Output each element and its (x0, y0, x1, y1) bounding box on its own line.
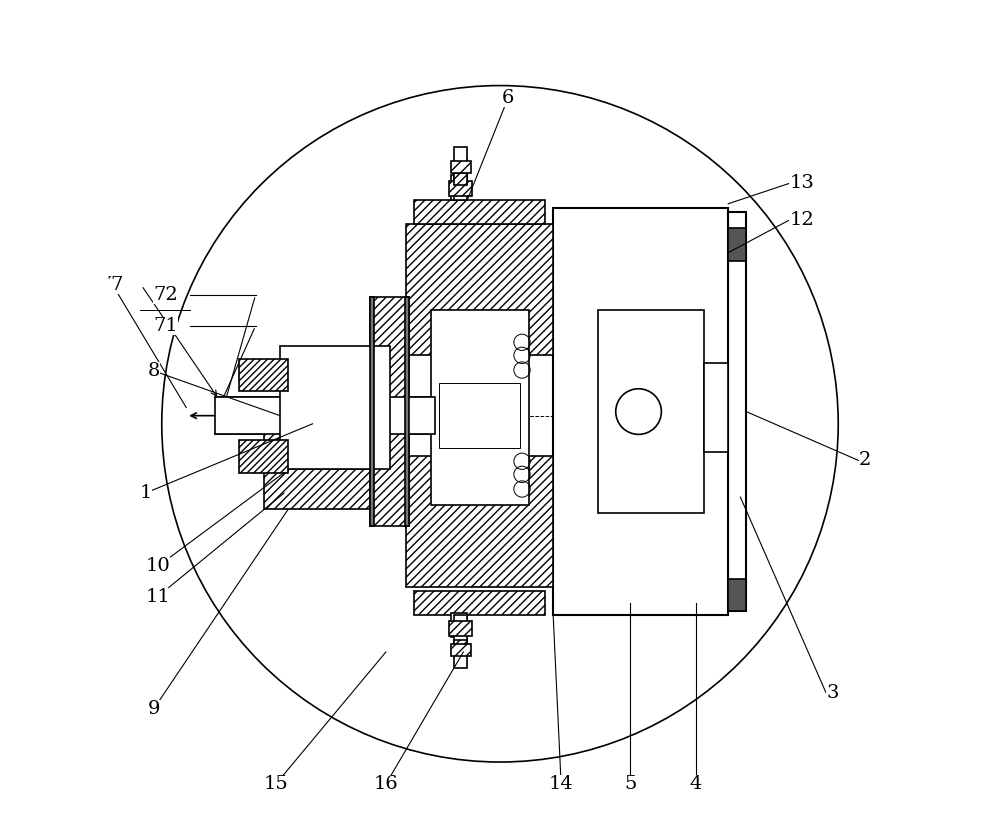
Bar (454, 147, 467, 200)
Bar (406, 456, 553, 587)
Text: 6: 6 (502, 89, 514, 107)
Bar (449, 621, 472, 636)
Bar (370, 297, 409, 526)
Bar (439, 383, 520, 448)
Bar (728, 212, 746, 611)
Text: 14: 14 (549, 775, 574, 793)
Bar (598, 310, 704, 513)
Text: 7: 7 (107, 276, 119, 294)
Text: 2: 2 (859, 452, 871, 469)
Bar (728, 228, 746, 261)
Bar (449, 181, 472, 196)
Bar (414, 200, 545, 224)
Text: 8: 8 (147, 362, 160, 380)
Bar (239, 359, 288, 391)
Bar (704, 363, 728, 452)
Text: 9: 9 (147, 700, 160, 718)
Text: 11: 11 (145, 588, 170, 606)
Bar (264, 469, 406, 509)
Bar (553, 208, 728, 615)
Bar (451, 175, 467, 200)
Bar (454, 615, 467, 668)
Bar (264, 412, 406, 452)
Bar (431, 310, 529, 505)
Bar (728, 579, 746, 611)
Text: 71: 71 (153, 317, 178, 335)
Text: 16: 16 (374, 775, 398, 793)
Bar (451, 613, 467, 637)
Bar (454, 173, 467, 185)
Bar (280, 346, 390, 469)
Text: 15: 15 (264, 775, 288, 793)
Text: 3: 3 (826, 684, 838, 702)
Bar (451, 644, 471, 656)
Bar (451, 161, 471, 173)
Bar (239, 440, 288, 473)
Text: 5: 5 (624, 775, 637, 793)
Text: 7: 7 (111, 276, 123, 294)
Text: 10: 10 (145, 557, 170, 575)
Bar (414, 591, 545, 615)
Text: 4: 4 (689, 775, 702, 793)
Text: 13: 13 (789, 174, 814, 192)
Text: 12: 12 (789, 211, 814, 229)
Text: 1: 1 (139, 484, 152, 502)
Bar (454, 640, 467, 652)
Bar (406, 224, 553, 355)
Bar (215, 397, 435, 434)
Bar (370, 297, 374, 526)
Bar (405, 297, 409, 526)
Text: 72: 72 (153, 286, 178, 304)
Bar (459, 636, 467, 656)
Bar (459, 159, 467, 179)
Bar (455, 165, 465, 178)
